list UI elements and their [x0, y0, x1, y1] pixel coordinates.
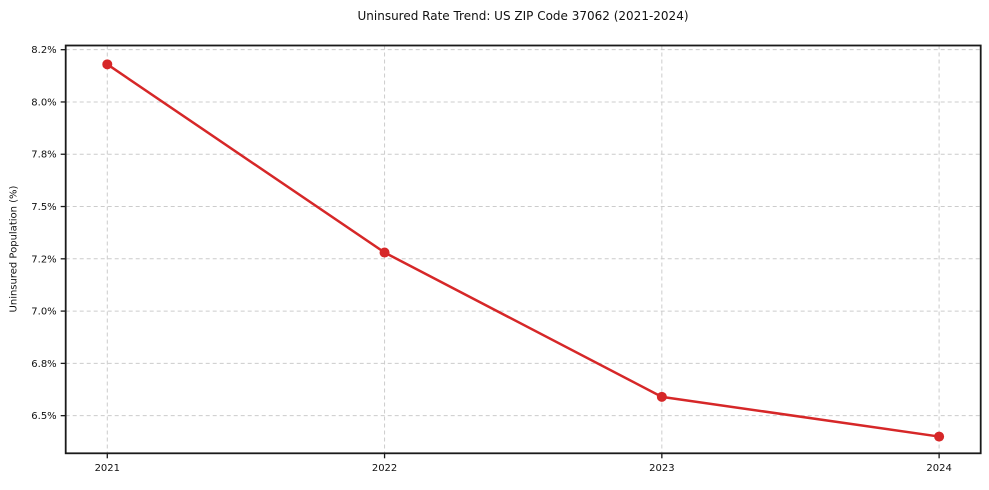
y-tick-label: 6.5%: [31, 411, 56, 422]
y-tick-label: 7.0%: [31, 307, 56, 318]
y-tick-label: 7.2%: [31, 254, 56, 265]
y-tick-label: 8.0%: [31, 97, 56, 108]
data-point-2022: [379, 247, 390, 258]
data-point-2024: [934, 431, 945, 442]
y-tick-label: 7.5%: [31, 202, 56, 213]
x-tick-label: 2024: [926, 463, 951, 474]
chart-title: Uninsured Rate Trend: US ZIP Code 37062 …: [357, 9, 689, 23]
y-tick-label: 6.8%: [31, 359, 56, 370]
x-tick-label: 2022: [372, 463, 397, 474]
trend-line: [106, 63, 941, 438]
plot-border: [64, 44, 982, 455]
y-tick-label: 7.8%: [31, 150, 56, 161]
x-tick-label: 2021: [95, 463, 120, 474]
data-point-2023: [656, 391, 667, 402]
x-tick-label: 2023: [649, 463, 674, 474]
data-point-2021: [102, 59, 113, 70]
y-tick-label: 8.2%: [31, 45, 56, 56]
